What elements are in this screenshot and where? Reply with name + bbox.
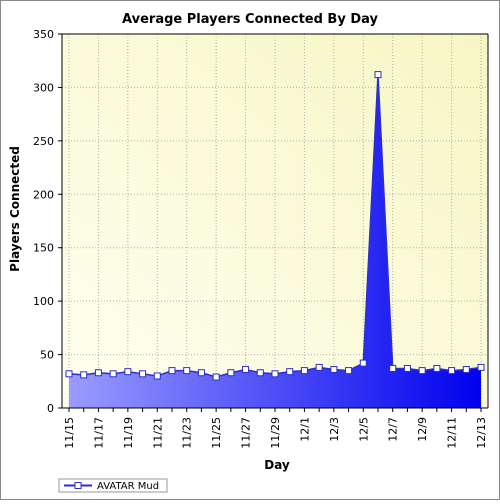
x-tick-label: 12/1 bbox=[298, 417, 311, 442]
data-point-marker bbox=[477, 363, 485, 371]
y-tick-label: 0 bbox=[47, 402, 54, 415]
legend-label: AVATAR Mud bbox=[97, 481, 159, 492]
data-point-marker bbox=[271, 370, 279, 378]
x-tick-label: 11/29 bbox=[269, 417, 282, 449]
x-tick-labels: 11/15 11/17 11/19 11/21 11/23 11/25 11/27 11/29… bbox=[63, 408, 488, 449]
data-point-marker bbox=[448, 367, 456, 375]
legend-marker-swatch bbox=[74, 482, 82, 489]
x-tick-label: 11/15 bbox=[63, 417, 76, 449]
data-point-marker bbox=[197, 369, 205, 377]
y-tick-label: 350 bbox=[33, 28, 54, 41]
y-axis-label: Players Connected bbox=[8, 146, 22, 272]
data-point-marker bbox=[330, 366, 338, 374]
data-point-marker bbox=[242, 366, 250, 374]
x-tick-label: 11/27 bbox=[240, 417, 253, 449]
x-tick-label: 11/21 bbox=[151, 417, 164, 449]
x-tick-label: 12/5 bbox=[357, 417, 370, 442]
data-point-marker bbox=[345, 367, 353, 375]
data-point-marker bbox=[359, 359, 367, 367]
chart-title: Average Players Connected By Day bbox=[122, 12, 378, 27]
data-point-marker bbox=[124, 368, 132, 376]
data-point-marker bbox=[168, 367, 176, 375]
x-axis-label: Day bbox=[264, 458, 290, 472]
x-tick-label: 12/7 bbox=[387, 417, 400, 442]
x-tick-label: 12/3 bbox=[328, 417, 341, 442]
data-point-marker bbox=[389, 364, 397, 372]
data-point-marker bbox=[462, 366, 470, 374]
data-point-marker bbox=[94, 369, 102, 377]
x-tick-label: 11/19 bbox=[122, 417, 135, 449]
legend-box bbox=[58, 478, 168, 493]
x-tick-label: 11/25 bbox=[210, 417, 223, 449]
data-point-marker bbox=[433, 364, 441, 372]
data-point-marker bbox=[212, 373, 220, 381]
series-area-fill bbox=[69, 74, 481, 408]
y-tick-label: 200 bbox=[33, 188, 54, 201]
data-point-marker bbox=[300, 367, 308, 375]
data-point-marker bbox=[315, 363, 323, 371]
data-point-marker bbox=[139, 370, 147, 378]
data-markers bbox=[65, 71, 485, 381]
y-tick-label: 300 bbox=[33, 81, 54, 94]
y-tick-label: 250 bbox=[33, 135, 54, 148]
data-point-marker bbox=[374, 71, 382, 79]
y-tick-labels: 0 50 100 150 200 250 300 350 bbox=[33, 28, 62, 415]
x-tick-label: 12/9 bbox=[416, 417, 429, 442]
data-point-marker bbox=[256, 369, 264, 377]
x-tick-label: 11/23 bbox=[181, 417, 194, 449]
legend: AVATAR Mud bbox=[58, 478, 168, 493]
data-point-marker bbox=[65, 370, 73, 378]
x-tick-label: 12/11 bbox=[446, 417, 459, 449]
data-point-marker bbox=[80, 371, 88, 379]
y-tick-label: 50 bbox=[40, 349, 54, 362]
y-tick-label: 100 bbox=[33, 295, 54, 308]
x-tick-label: 12/13 bbox=[475, 417, 488, 449]
data-point-marker bbox=[418, 367, 426, 375]
data-point-marker bbox=[286, 368, 294, 376]
y-tick-label: 150 bbox=[33, 242, 54, 255]
data-point-marker bbox=[403, 364, 411, 372]
data-point-marker bbox=[109, 370, 117, 378]
data-point-marker bbox=[183, 367, 191, 375]
data-point-marker bbox=[227, 369, 235, 377]
x-tick-label: 11/17 bbox=[92, 417, 105, 449]
grid-lines bbox=[62, 33, 488, 408]
data-point-marker bbox=[153, 372, 161, 380]
